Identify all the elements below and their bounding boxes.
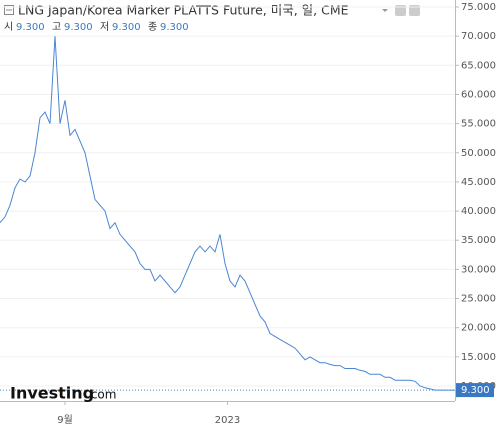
y-tick-label: 30.000 bbox=[461, 264, 496, 275]
close-button[interactable] bbox=[409, 5, 420, 16]
y-tick-label: 70.000 bbox=[461, 31, 496, 42]
ohlc-value: 9.300 bbox=[16, 22, 45, 33]
y-tick-label: 15.000 bbox=[461, 352, 496, 363]
dropdown-arrow[interactable] bbox=[382, 9, 388, 12]
collapse-icon[interactable] bbox=[4, 5, 14, 15]
ohlc-value: 9.300 bbox=[160, 22, 189, 33]
y-tick-label: 75.000 bbox=[461, 2, 496, 13]
ohlc-label: 저 bbox=[100, 21, 109, 33]
ohlc-label: 종 bbox=[148, 21, 157, 33]
logo: Investing .com bbox=[10, 384, 116, 403]
logo-name: Investing bbox=[10, 384, 94, 403]
y-tick-label: 60.000 bbox=[461, 89, 496, 100]
chart-title: LNG Japan/Korea Marker PLATTS Future, 미국… bbox=[18, 3, 349, 18]
y-tick-label: 20.000 bbox=[461, 323, 496, 334]
settings-button[interactable] bbox=[395, 5, 406, 16]
y-tick-label: 65.000 bbox=[461, 60, 496, 71]
ohlc-value: 9.300 bbox=[64, 22, 93, 33]
logo-suffix: .com bbox=[87, 388, 116, 402]
y-tick-label: 35.000 bbox=[461, 235, 496, 246]
y-tick-label: 45.000 bbox=[461, 177, 496, 188]
x-tick-label: 2023 bbox=[215, 415, 240, 426]
last-price-box bbox=[456, 383, 494, 398]
y-tick-label: 40.000 bbox=[461, 206, 496, 217]
price-line bbox=[0, 36, 455, 391]
ohlc-value: 9.300 bbox=[112, 22, 141, 33]
ohlc-label: 시 bbox=[4, 21, 13, 33]
ohlc-label: 고 bbox=[52, 22, 61, 33]
x-tick-label: 9월 bbox=[57, 414, 73, 426]
y-tick-label: 55.000 bbox=[461, 119, 496, 130]
y-tick-label: 25.000 bbox=[461, 294, 496, 305]
y-tick-label: 50.000 bbox=[461, 148, 496, 159]
last-price-label: 9.300 bbox=[461, 385, 490, 396]
